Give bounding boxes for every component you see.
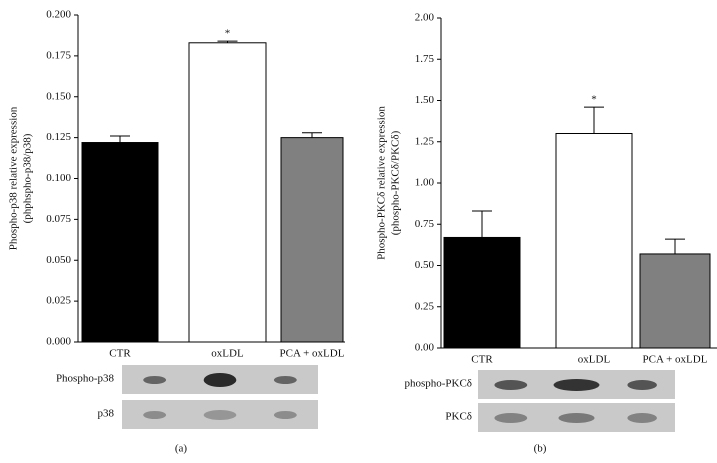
x-tick-label: oxLDL xyxy=(578,354,611,366)
y-tick-label: 0.025 xyxy=(46,295,71,307)
bar xyxy=(188,42,267,343)
y-tick-label: 0.000 xyxy=(46,336,71,348)
y-axis-label: Phospho-PKCδ relative expression xyxy=(376,106,388,260)
y-tick-label: 0.25 xyxy=(415,300,435,312)
y-axis-label: Phospho-p38 relative expression xyxy=(8,106,20,250)
error-bar xyxy=(110,135,130,143)
annotation: * xyxy=(591,94,597,106)
y-axis-label: (phphspho-p38/p38) xyxy=(22,133,34,223)
blot-band xyxy=(627,380,657,390)
y-tick-label: 0.100 xyxy=(46,172,71,184)
blot-band xyxy=(494,380,528,390)
y-tick-label: 0.75 xyxy=(415,218,435,230)
panel-label: (b) xyxy=(534,443,547,455)
y-tick-label: 1.25 xyxy=(415,135,435,147)
blot-band xyxy=(203,373,237,387)
blot-band xyxy=(553,379,600,391)
x-tick-label: CTR xyxy=(109,348,131,360)
x-tick-label: PCA + oxLDL xyxy=(280,348,345,360)
error-bar xyxy=(584,106,604,134)
y-tick-label: 1.50 xyxy=(415,94,435,106)
bar xyxy=(81,142,159,343)
y-tick-label: 0.050 xyxy=(46,254,71,266)
y-tick-label: 2.00 xyxy=(415,12,435,24)
bar xyxy=(555,133,633,349)
y-tick-label: 0.175 xyxy=(46,49,71,61)
annotation: * xyxy=(225,28,231,40)
error-bar xyxy=(217,40,238,43)
blot-label: phospho-PKCδ xyxy=(404,378,472,390)
error-bar xyxy=(302,132,322,138)
y-tick-label: 1.75 xyxy=(415,53,435,65)
y-tick-label: 0.125 xyxy=(46,131,71,143)
blot-image xyxy=(122,400,318,429)
blot-band xyxy=(494,413,528,423)
y-tick-label: 0.200 xyxy=(46,9,71,21)
blot-band xyxy=(627,413,657,423)
blot-label: Phospho-p38 xyxy=(56,373,115,385)
y-tick-label: 1.00 xyxy=(415,177,435,189)
bar xyxy=(639,253,711,349)
panel-label: (a) xyxy=(175,443,188,455)
blot-image xyxy=(478,403,675,432)
y-tick-label: 0.00 xyxy=(415,342,435,354)
error-bar xyxy=(665,238,685,254)
y-tick-label: 0.50 xyxy=(415,259,435,271)
x-tick-label: oxLDL xyxy=(211,348,244,360)
y-tick-label: 0.150 xyxy=(46,90,71,102)
bar xyxy=(280,137,344,343)
error-bar xyxy=(472,210,492,238)
blot-band xyxy=(273,376,297,384)
blot-band xyxy=(143,411,167,419)
x-tick-label: CTR xyxy=(471,354,493,366)
x-tick-label: PCA + oxLDL xyxy=(643,354,708,366)
bar xyxy=(443,236,521,349)
blot-label: p38 xyxy=(98,408,115,420)
blot-label: PKCδ xyxy=(445,411,472,423)
y-tick-label: 0.075 xyxy=(46,213,71,225)
blot-band xyxy=(143,376,167,384)
blot-band xyxy=(273,411,297,419)
blot-band xyxy=(203,410,237,420)
blot-band xyxy=(558,413,595,423)
y-axis-label: (phospho-PKCδ/PKCδ) xyxy=(390,130,402,235)
